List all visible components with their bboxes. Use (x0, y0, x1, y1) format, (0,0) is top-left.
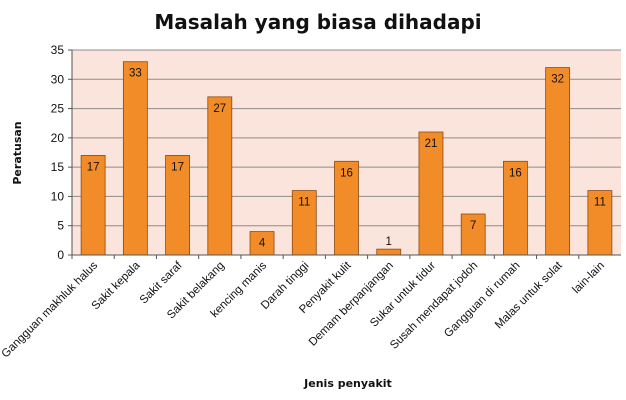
x-category-label: Gangguan di rumah (442, 260, 522, 340)
data-label: 21 (425, 138, 438, 150)
data-label: 11 (594, 197, 606, 209)
bar (291, 190, 317, 256)
data-label: 4 (259, 238, 266, 250)
y-tick-label: 5 (57, 219, 64, 233)
y-axis-label: Peratusan (11, 121, 24, 184)
data-label: 1 (386, 236, 392, 248)
bars: 17 33 17 27 4 11 16 1 21 7 16 32 11 (80, 61, 613, 256)
bar (207, 96, 233, 256)
y-tick-label: 35 (51, 43, 65, 57)
data-label: 32 (551, 74, 564, 86)
data-label: 16 (340, 167, 353, 179)
bar (418, 131, 444, 256)
y-tick-label: 25 (51, 102, 65, 116)
bar (545, 67, 571, 256)
y-tick-label: 30 (51, 72, 65, 86)
bar (80, 155, 106, 256)
x-category-label: Susah mendapat jodoh (388, 260, 480, 352)
data-label: 33 (129, 68, 142, 80)
y-tick-label: 15 (51, 160, 65, 174)
x-axis-label: Jenis penyakit (303, 377, 392, 390)
y-axis-ticks: 0 5 10 15 20 25 30 35 (51, 43, 72, 262)
bar (334, 160, 359, 256)
data-label: 17 (171, 161, 184, 173)
bar (376, 248, 402, 256)
x-category-label: lain-lain (570, 260, 607, 297)
chart-title: Masalah yang biasa dihadapi (154, 10, 481, 34)
data-label: 27 (213, 103, 226, 115)
bar (122, 61, 148, 256)
y-tick-label: 10 (51, 189, 65, 203)
y-tick-label: 20 (51, 131, 65, 145)
x-category-label: Demam berpanjangan (307, 260, 396, 349)
data-label: 17 (87, 161, 100, 173)
data-label: 11 (298, 197, 310, 209)
x-category-label: Gangguan makhluk halus (0, 259, 100, 360)
data-label: 7 (470, 220, 476, 232)
data-label: 16 (509, 167, 522, 179)
y-tick-label: 0 (57, 248, 64, 262)
